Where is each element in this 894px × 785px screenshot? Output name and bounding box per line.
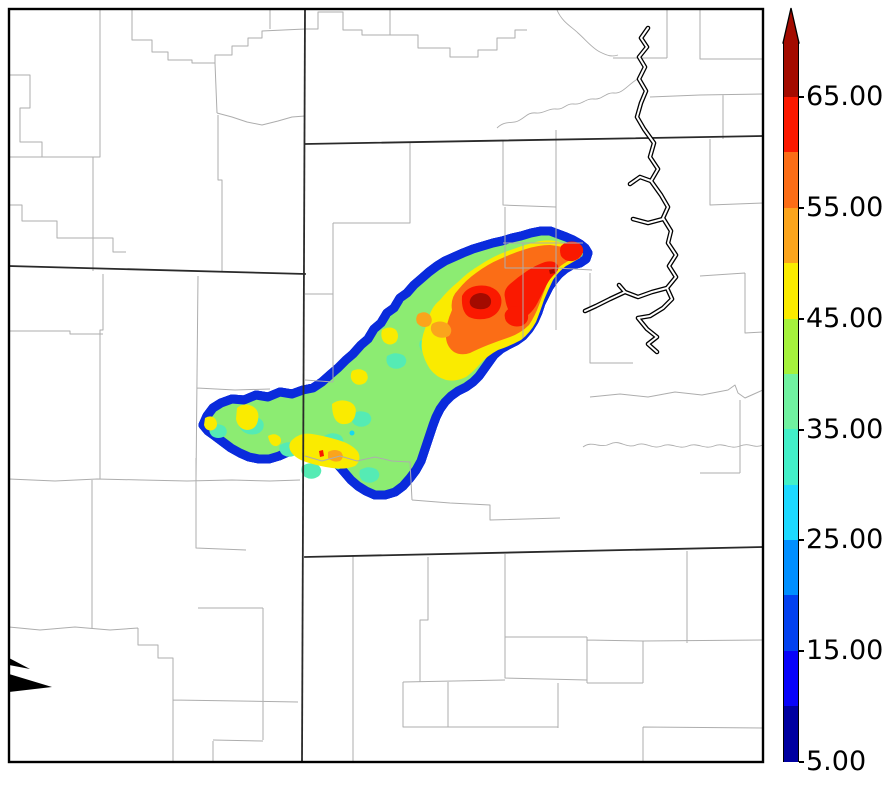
state-line-vertical [301, 8, 306, 763]
county-boundaries-southeast [352, 551, 764, 762]
reflectivity-plume [198, 226, 593, 500]
river-water [584, 27, 677, 353]
stream-southeast [582, 442, 764, 448]
reflectivity-60dbz-cores [319, 241, 584, 457]
river-outline [582, 25, 679, 355]
state-line-northeast [304, 135, 764, 145]
county-boundaries-northwest [9, 9, 306, 271]
stream-lines [496, 9, 764, 448]
stream-northeast [556, 9, 619, 57]
county-boundaries-east-central [304, 139, 764, 521]
river-fragment-west-edge [9, 658, 52, 692]
river [582, 25, 679, 355]
county-boundaries-northeast [305, 9, 764, 207]
state-boundaries [8, 8, 764, 763]
stream-north [496, 76, 643, 129]
reflectivity-65dbz-maxima [469, 269, 555, 310]
map-border [7, 7, 765, 764]
county-boundaries-southwest [8, 274, 301, 762]
state-line-southeast [304, 546, 764, 558]
state-line-west [8, 265, 306, 275]
